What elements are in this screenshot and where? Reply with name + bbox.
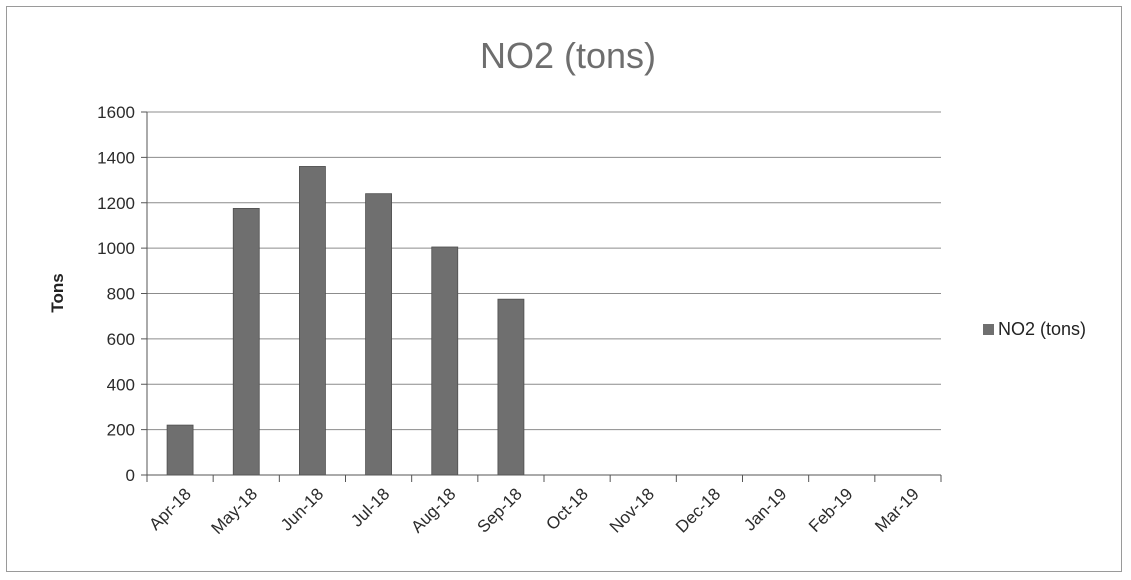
y-tick-label: 1600 — [97, 103, 135, 122]
y-tick-label: 1400 — [97, 148, 135, 167]
x-tick-label: Nov-18 — [606, 484, 658, 536]
x-tick-label: Jan-19 — [740, 484, 790, 534]
y-tick-label: 200 — [107, 421, 135, 440]
legend: NO2 (tons) — [983, 319, 1086, 339]
axes — [146, 112, 942, 482]
bar — [497, 298, 525, 476]
x-tick-label: Feb-19 — [805, 484, 857, 536]
x-tick-label: Dec-18 — [672, 484, 724, 536]
legend-label: NO2 (tons) — [998, 319, 1086, 339]
bar — [299, 166, 326, 476]
y-tick-label: 600 — [107, 330, 135, 349]
bar — [431, 246, 459, 476]
bars — [166, 166, 525, 476]
legend-swatch — [983, 324, 994, 335]
x-tick-label: Mar-19 — [871, 484, 923, 536]
y-tick-label: 0 — [126, 466, 135, 485]
bar — [232, 208, 260, 476]
bar — [365, 193, 392, 476]
x-tick-label: Sep-18 — [474, 484, 526, 536]
x-tick-label: Apr-18 — [145, 484, 195, 534]
x-tick-label: Jul-18 — [347, 484, 393, 530]
y-tick-label: 1000 — [97, 239, 135, 258]
bar — [166, 424, 194, 476]
y-axis-label: Tons — [48, 273, 67, 312]
x-tick-label: May-18 — [208, 484, 262, 538]
chart-title: NO2 (tons) — [480, 35, 656, 76]
x-tick-label: Aug-18 — [407, 484, 459, 536]
y-tick-label: 800 — [107, 285, 135, 304]
x-tick-label: Oct-18 — [542, 484, 592, 534]
gridlines — [141, 111, 941, 476]
y-tick-label: 400 — [107, 375, 135, 394]
chart-frame — [6, 6, 1122, 572]
x-tick-label: Jun-18 — [277, 484, 327, 534]
y-tick-label: 1200 — [97, 194, 135, 213]
